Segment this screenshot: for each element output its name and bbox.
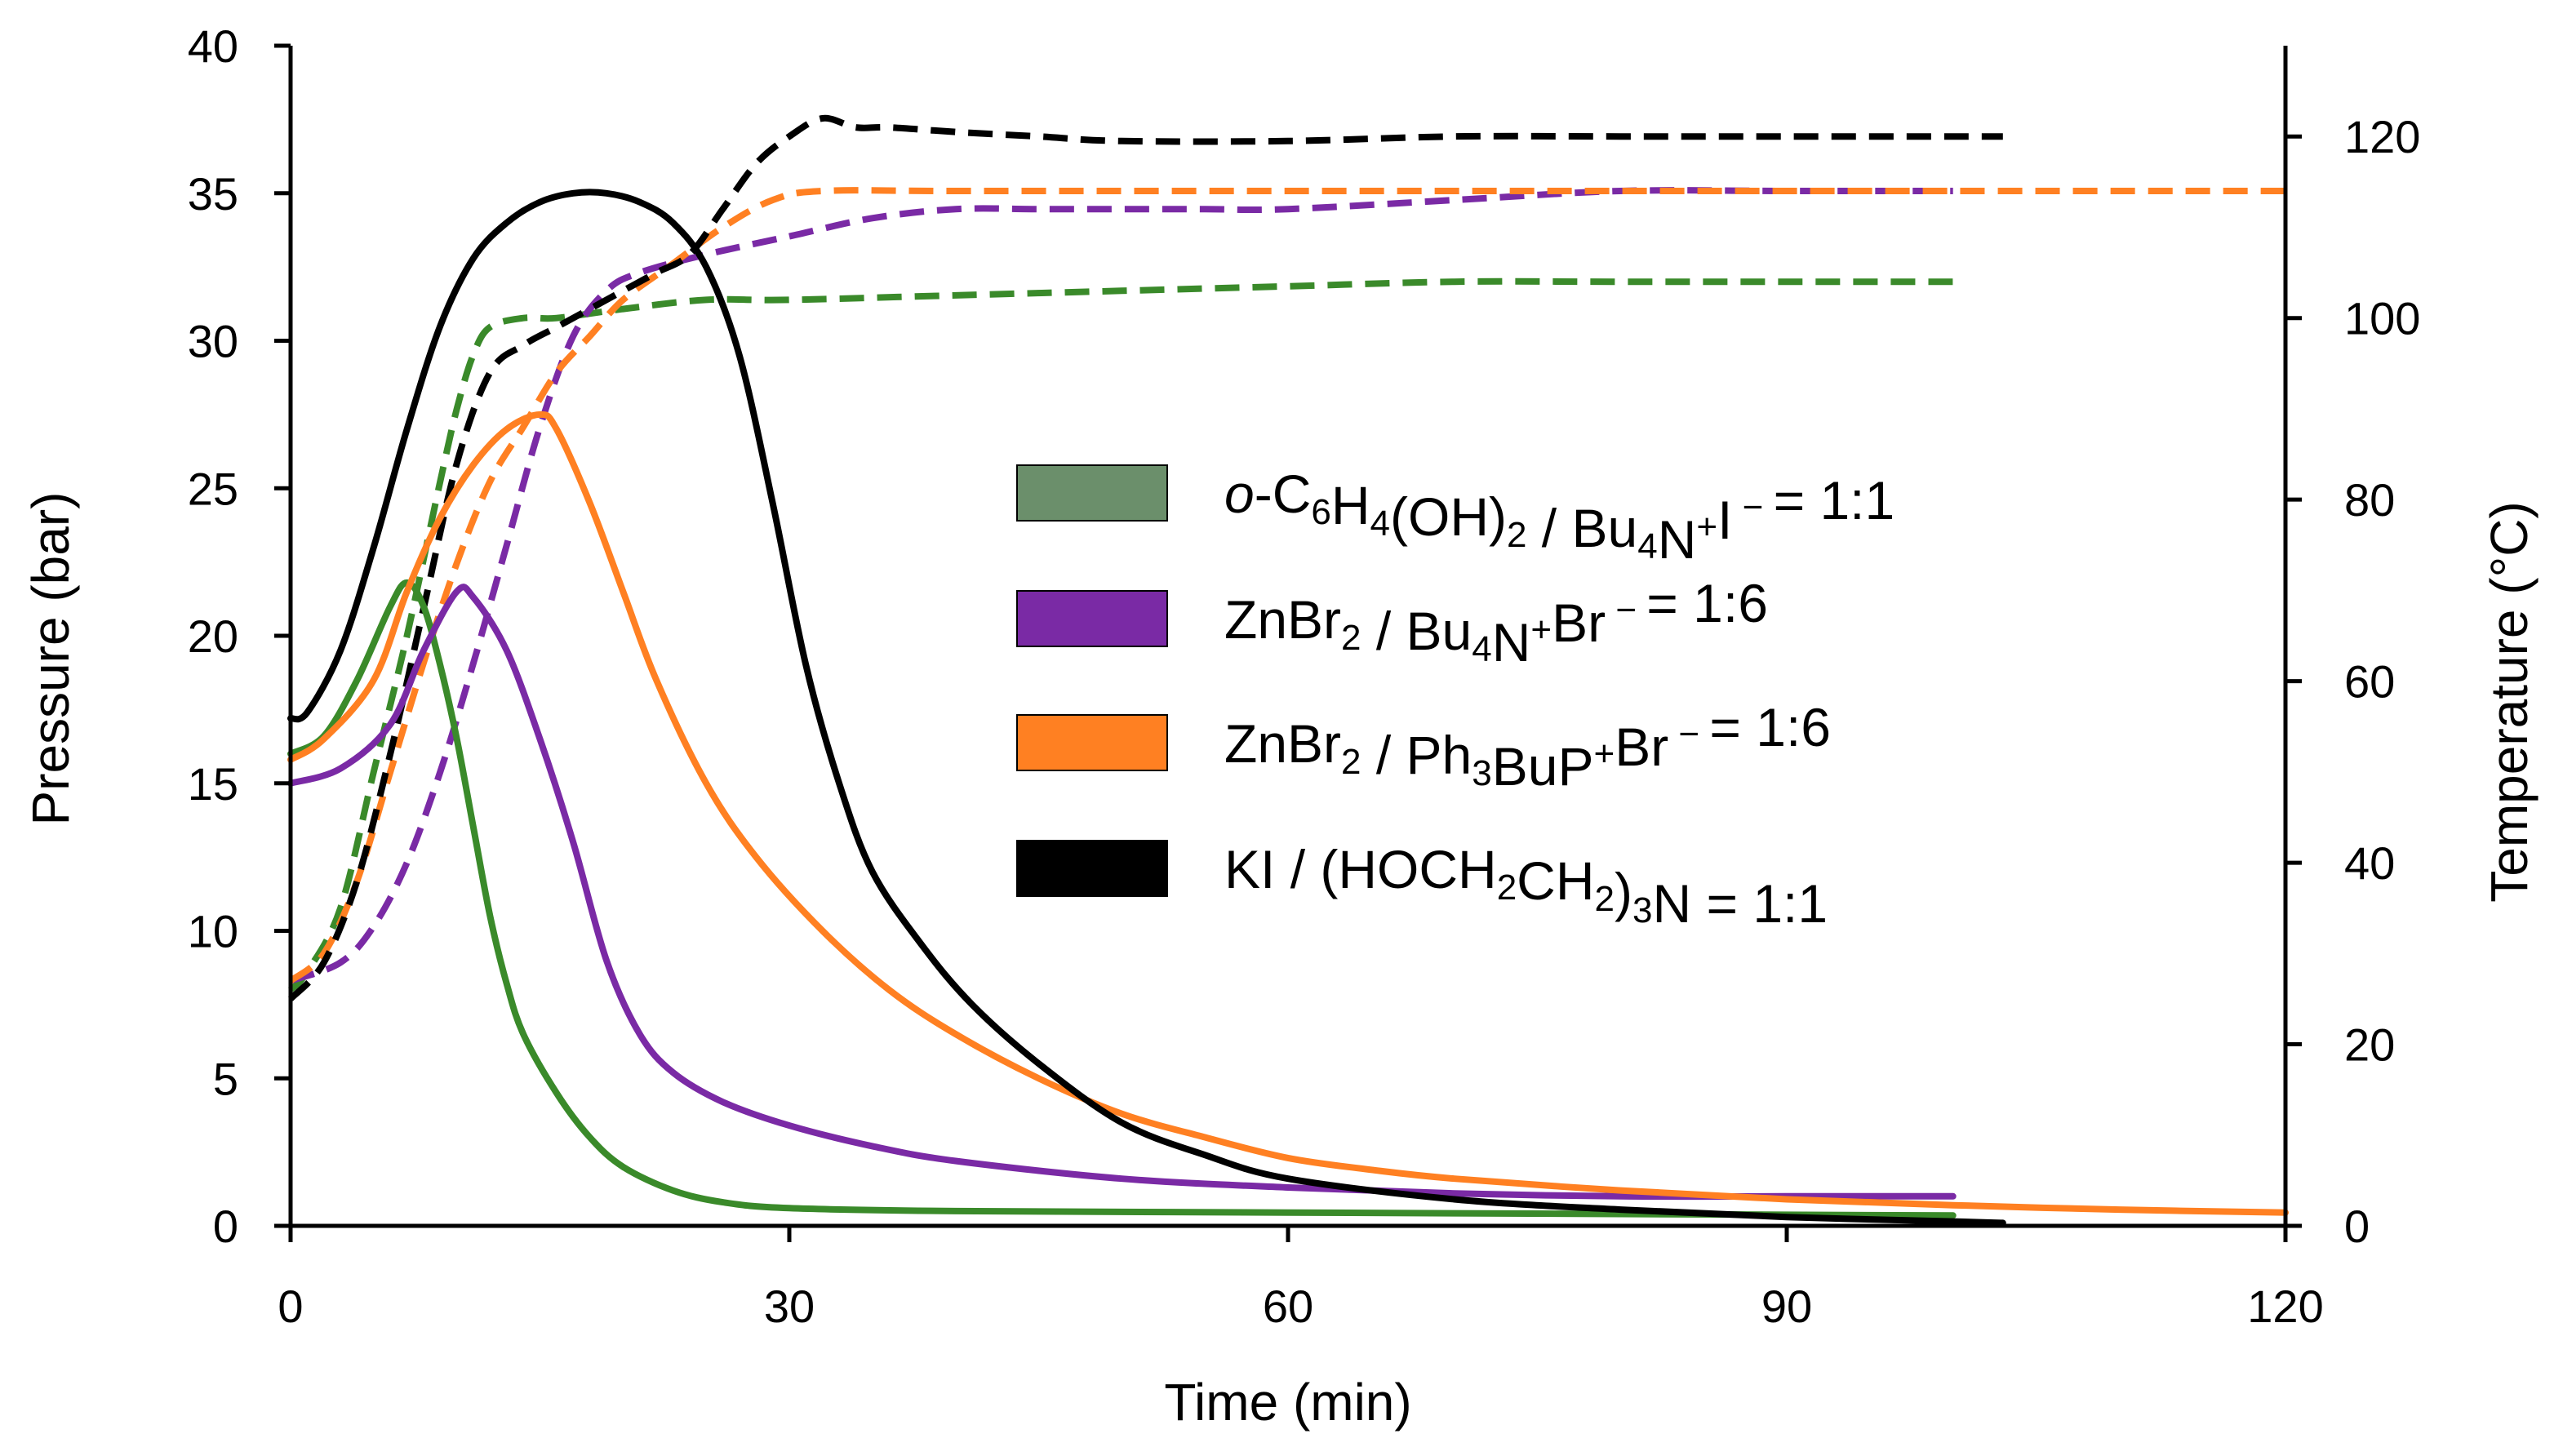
pressure-line-series-2 — [287, 584, 1957, 1201]
plot-area — [287, 114, 2289, 1227]
x-tick-label: 60 — [1263, 1281, 1313, 1332]
legend-label-4: KI / (HOCH2CH2)3N = 1:1 — [1224, 839, 1828, 934]
x-tick-label: 30 — [764, 1281, 815, 1332]
y-tick-label: 15 — [188, 758, 238, 810]
legend-label-2: ZnBr2 / Bu4N+Br − = 1:6 — [1224, 573, 1768, 673]
y2-tick-label: 120 — [2344, 111, 2420, 162]
legend-swatch-1 — [1016, 464, 1168, 522]
x-tick-label: 120 — [2247, 1281, 2323, 1332]
y2-tick-label: 20 — [2344, 1019, 2395, 1071]
y-tick-label: 20 — [188, 610, 238, 662]
y-tick-label: 0 — [213, 1201, 238, 1252]
legend-swatch-2 — [1016, 590, 1168, 647]
y-tick-label: 40 — [188, 20, 238, 72]
x-tick-label: 90 — [1761, 1281, 1812, 1332]
y-tick-label: 5 — [213, 1053, 238, 1104]
y2-tick-label: 40 — [2344, 837, 2395, 889]
legend-swatch-4 — [1016, 840, 1168, 897]
temperature-line-series-1 — [288, 277, 1953, 992]
y2-tick-label: 60 — [2344, 656, 2395, 708]
axes: 0 5 10 15 20 25 30 35 40 0 20 40 60 80 100 120 0 30 60 90 12… — [188, 20, 2421, 1332]
temperature-line-series-2 — [289, 187, 1953, 984]
legend-label-1: o-C6H4(OH)2 / Bu4N+I − = 1:1 — [1224, 464, 1894, 570]
y-tick-label: 25 — [188, 463, 238, 514]
pressure-line-series-4 — [287, 189, 2006, 1227]
x-tick-label: 0 — [278, 1281, 303, 1332]
temperature-line-series-3 — [288, 187, 2285, 983]
pressure-line-series-3 — [287, 411, 2289, 1216]
y2-tick-label: 80 — [2344, 474, 2395, 526]
y2-axis-title: Temperature (°C) — [2480, 501, 2539, 903]
y2-tick-label: 0 — [2344, 1201, 2370, 1252]
y2-tick-label: 100 — [2344, 293, 2420, 344]
legend-label-3: ZnBr2 / Ph3BuP+Br − = 1:6 — [1224, 697, 1831, 797]
y-axis-title: Pressure (bar) — [21, 492, 80, 826]
y-tick-label: 30 — [188, 316, 238, 367]
y-tick-label: 35 — [188, 168, 238, 220]
y-tick-label: 10 — [188, 906, 238, 957]
x-axis-title: Time (min) — [1164, 1373, 1411, 1432]
legend-swatch-3 — [1016, 714, 1168, 771]
